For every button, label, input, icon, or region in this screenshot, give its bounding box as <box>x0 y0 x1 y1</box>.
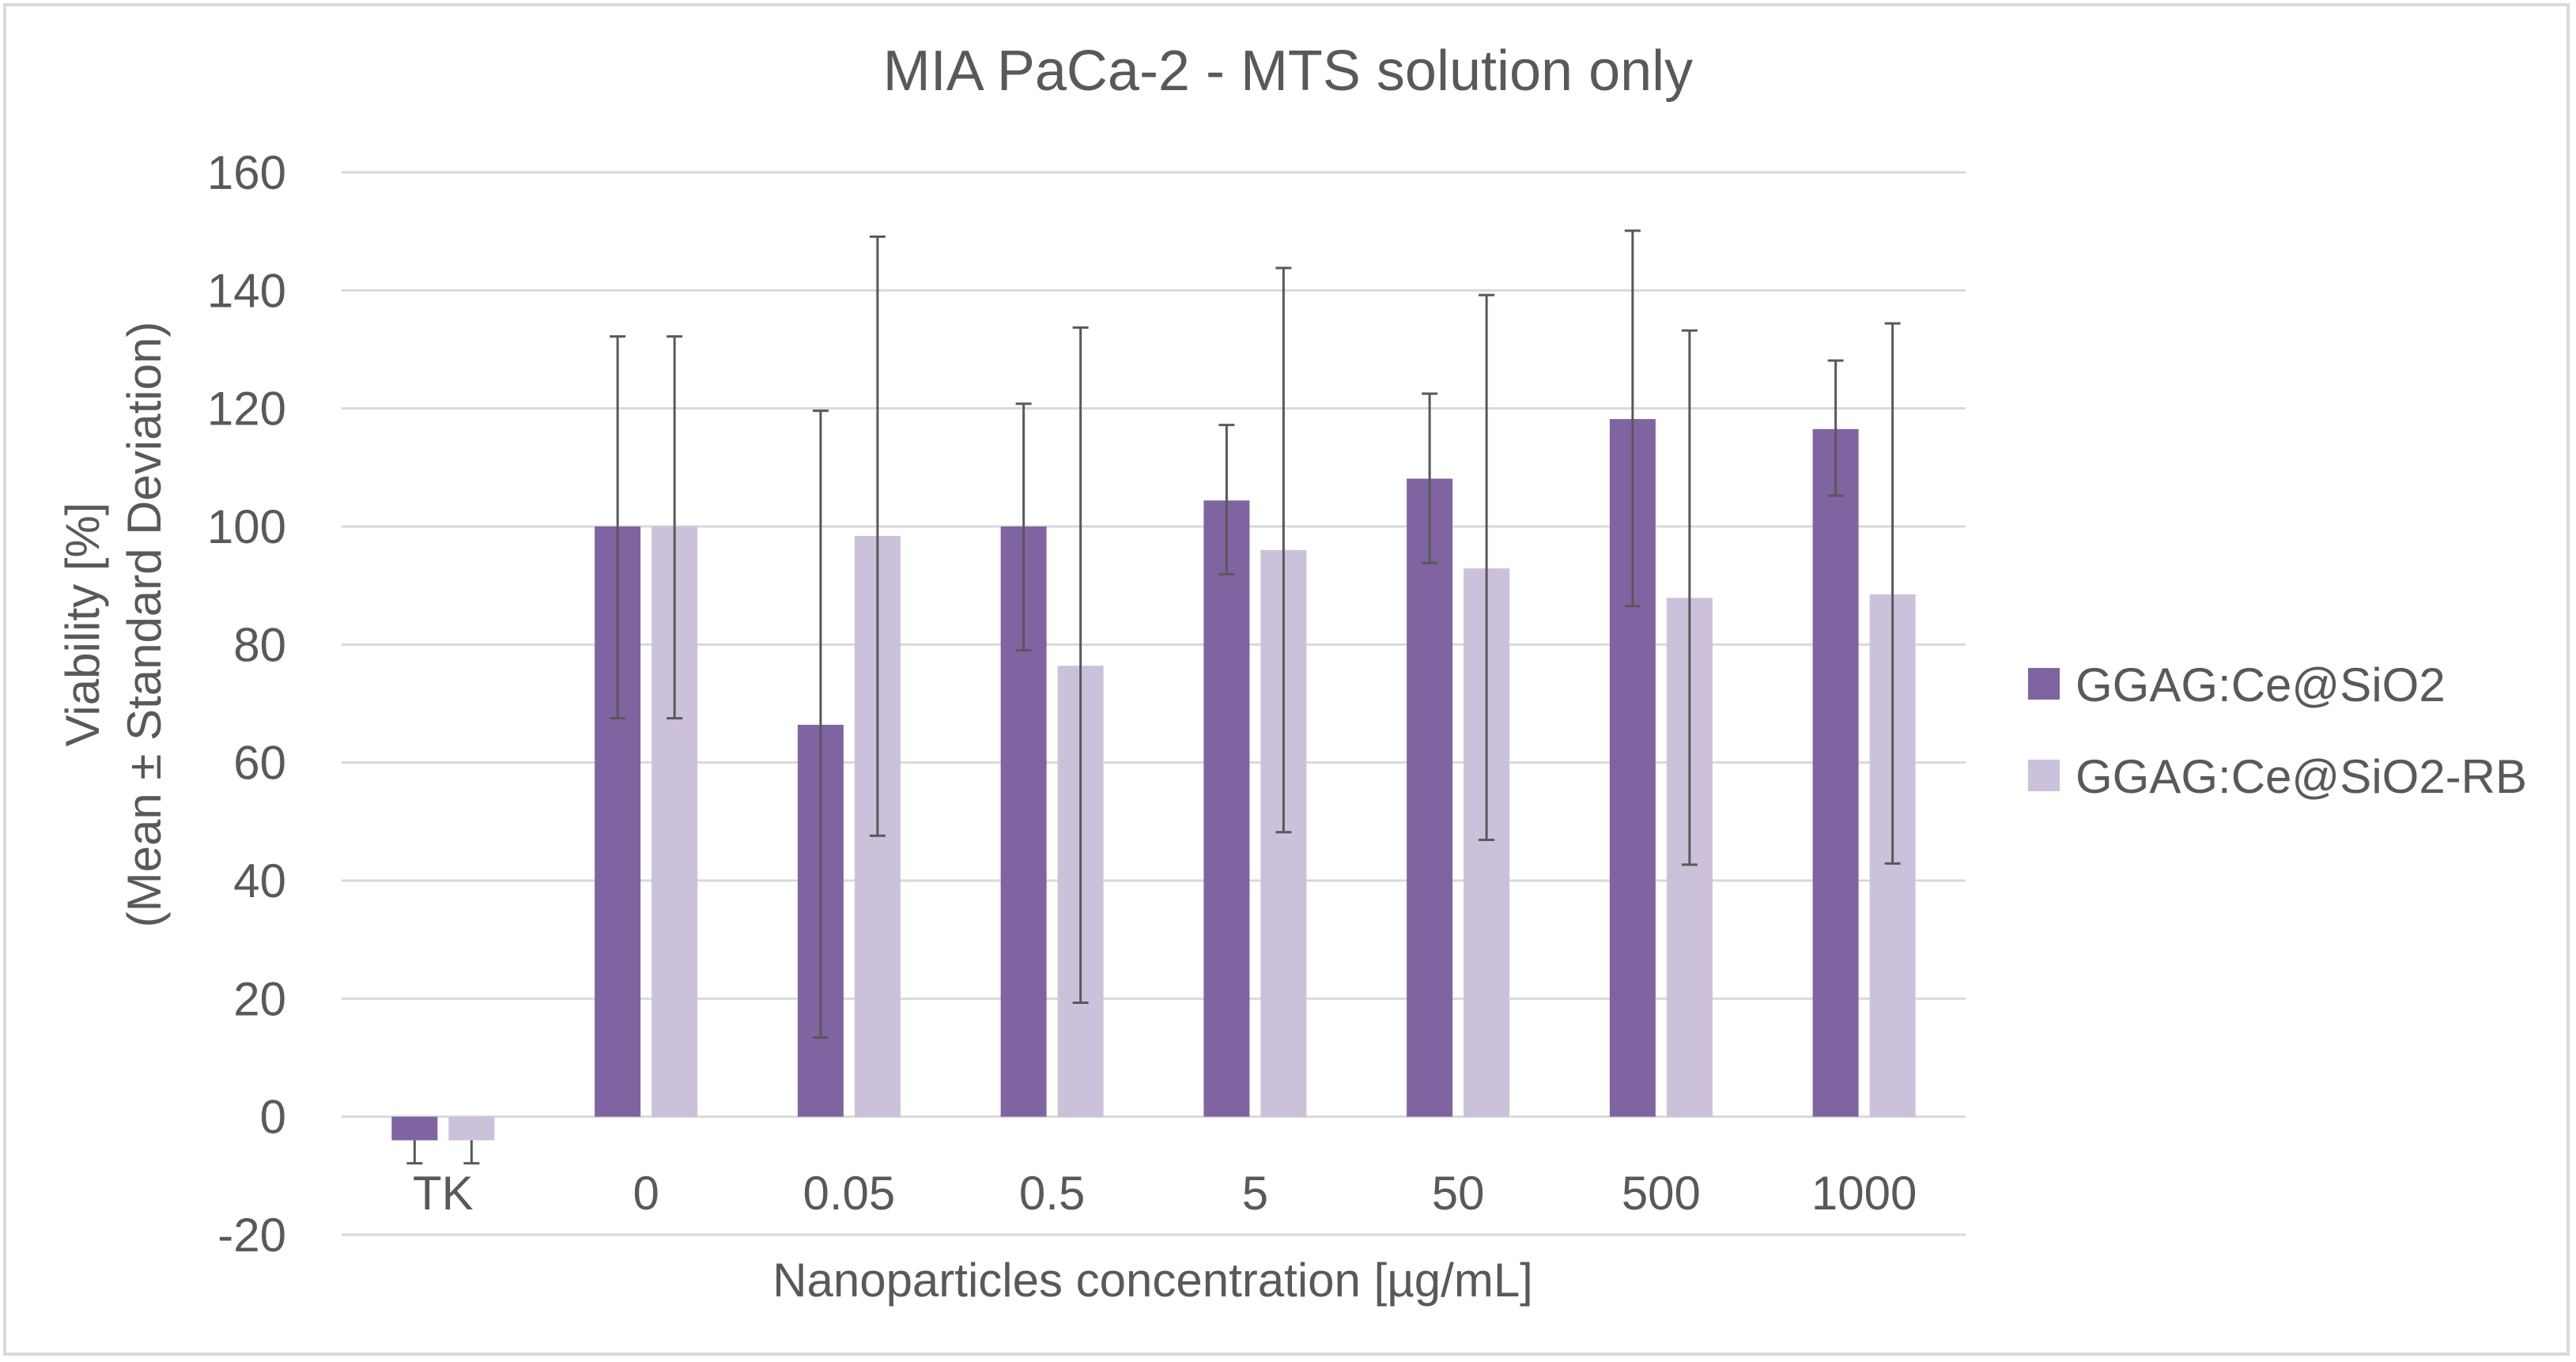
y-tick-label: 40 <box>233 855 286 907</box>
y-tick-label: 20 <box>233 972 286 1025</box>
bar-ggag-ce-sio2 <box>1203 500 1250 1117</box>
y-tick-label: -20 <box>217 1209 286 1262</box>
legend-label: GGAG:Ce@SiO2-RB <box>2076 750 2527 803</box>
legend-swatch <box>2028 760 2060 791</box>
x-axis-title: Nanoparticles concentration [µg/mL] <box>772 1254 1533 1307</box>
bar-ggag-ce-sio2 <box>391 1116 438 1141</box>
x-tick-label: 0.05 <box>803 1167 895 1220</box>
x-tick-label: 0 <box>633 1167 659 1220</box>
bar-ggag-ce-sio2-rb <box>448 1116 495 1141</box>
chart-title: MIA PaCa-2 - MTS solution only <box>883 40 1693 103</box>
x-tick-label: 50 <box>1432 1167 1485 1220</box>
legend-swatch <box>2028 668 2060 700</box>
gridlines <box>342 171 1966 1236</box>
y-tick-label: 60 <box>233 737 286 790</box>
y-axis-title: Viability [%] (Mean ± Standard Deviation… <box>56 322 171 928</box>
x-tick-labels: TK 0 0.05 0.5 5 50 500 1000 <box>413 1167 1917 1220</box>
bar-ggag-ce-sio2 <box>1407 478 1453 1117</box>
y-tick-label: 120 <box>207 383 286 436</box>
y-tick-label: 80 <box>233 618 286 671</box>
legend-label: GGAG:Ce@SiO2 <box>2076 658 2446 711</box>
x-tick-label: 0.5 <box>1019 1167 1085 1220</box>
x-tick-label: TK <box>413 1167 474 1220</box>
y-axis-title-line2: (Mean ± Standard Deviation) <box>118 322 171 928</box>
y-tick-label: 140 <box>207 264 286 317</box>
y-tick-label: 100 <box>207 500 286 553</box>
y-axis-title-line1: Viability [%] <box>56 502 109 746</box>
bar-ggag-ce-sio2 <box>1812 428 1859 1117</box>
y-tick-label: 0 <box>260 1091 286 1144</box>
legend: GGAG:Ce@SiO2 GGAG:Ce@SiO2-RB <box>2028 658 2527 803</box>
y-tick-labels: -20 0 20 40 60 80 100 120 140 160 <box>207 146 286 1262</box>
y-tick-label: 160 <box>207 146 286 199</box>
x-tick-label: 5 <box>1242 1167 1268 1220</box>
error-bars <box>406 229 1901 1165</box>
x-tick-label: 500 <box>1622 1167 1701 1220</box>
x-tick-label: 1000 <box>1811 1167 1917 1220</box>
